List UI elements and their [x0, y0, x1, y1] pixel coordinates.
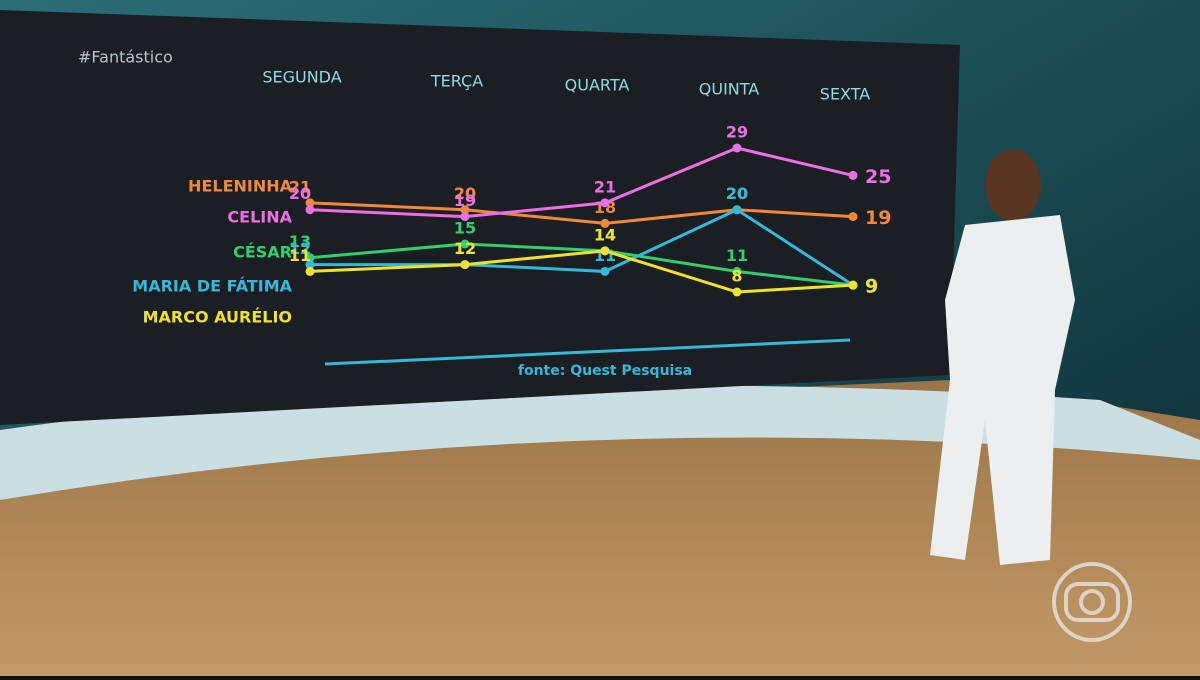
data-point [305, 253, 315, 263]
value-label: 12 [454, 239, 476, 258]
value-label: 25 [865, 166, 891, 188]
value-label: 20 [454, 184, 476, 203]
value-label: 14 [594, 225, 616, 244]
value-label: 14 [594, 225, 616, 244]
value-label: 12 [454, 239, 476, 258]
data-point [460, 205, 470, 215]
x-category-label: QUINTA [699, 80, 760, 99]
value-label: 11 [726, 246, 748, 265]
data-point [732, 266, 742, 276]
presenter [930, 149, 1075, 565]
data-point [600, 198, 610, 208]
value-label: 13 [289, 232, 311, 251]
value-label: 29 [726, 123, 748, 142]
data-point [848, 280, 858, 290]
x-category-label: QUARTA [565, 76, 630, 95]
data-point [460, 239, 470, 249]
broadcaster-logo [1052, 562, 1132, 642]
data-point [305, 266, 315, 276]
value-label: 15 [454, 219, 476, 238]
legend-label: HELENINHA [188, 177, 293, 196]
value-label: 11 [289, 246, 311, 265]
value-label: 21 [594, 177, 616, 196]
legend-label: MARCO AURÉLIO [143, 308, 292, 327]
value-label: 20 [726, 184, 748, 203]
value-label: 9 [865, 276, 878, 298]
data-point [305, 205, 315, 215]
data-point [848, 212, 858, 222]
value-label: 19 [454, 191, 476, 210]
data-point [600, 218, 610, 228]
data-point [732, 143, 742, 153]
x-category-label: SEXTA [820, 85, 870, 104]
data-point [600, 266, 610, 276]
stage-edge [0, 385, 1200, 500]
legend-label: MARIA DE FÁTIMA [132, 277, 292, 296]
source-note: fonte: Quest Pesquisa [518, 363, 692, 379]
data-point [305, 198, 315, 208]
baseline [324, 338, 851, 366]
data-point [732, 287, 742, 297]
value-label: 8 [731, 267, 742, 286]
legend-label: CÉSAR [233, 243, 292, 262]
value-label: 12 [289, 239, 311, 258]
data-point [460, 260, 470, 270]
data-point [732, 205, 742, 215]
chart: SEGUNDA TERÇA QUARTA QUINTA SEXTAHELENINHA21… [132, 68, 891, 327]
value-label: 21 [289, 177, 311, 196]
x-category-label: TERÇA [430, 72, 483, 91]
data-point [848, 170, 858, 180]
value-label: 9 [865, 276, 878, 298]
value-label: 19 [865, 207, 891, 229]
data-point [600, 246, 610, 256]
value-label: 20 [289, 184, 311, 203]
value-label: 9 [865, 276, 878, 298]
legend-label: CELINA [227, 208, 292, 227]
data-point [305, 260, 315, 270]
x-category-label: SEGUNDA [262, 68, 341, 87]
data-point [460, 212, 470, 222]
screen-panel [0, 10, 960, 425]
hashtag: #Fantástico [78, 48, 173, 67]
value-label: 20 [726, 184, 748, 203]
